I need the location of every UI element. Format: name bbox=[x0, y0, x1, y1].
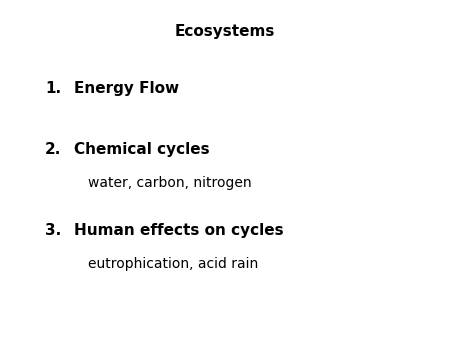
Text: Human effects on cycles: Human effects on cycles bbox=[74, 223, 284, 238]
Text: Energy Flow: Energy Flow bbox=[74, 81, 180, 96]
Text: eutrophication, acid rain: eutrophication, acid rain bbox=[88, 257, 258, 271]
Text: 1.: 1. bbox=[45, 81, 61, 96]
Text: water, carbon, nitrogen: water, carbon, nitrogen bbox=[88, 176, 252, 190]
Text: Chemical cycles: Chemical cycles bbox=[74, 142, 210, 157]
Text: Ecosystems: Ecosystems bbox=[175, 24, 275, 39]
Text: 3.: 3. bbox=[45, 223, 61, 238]
Text: 2.: 2. bbox=[45, 142, 61, 157]
